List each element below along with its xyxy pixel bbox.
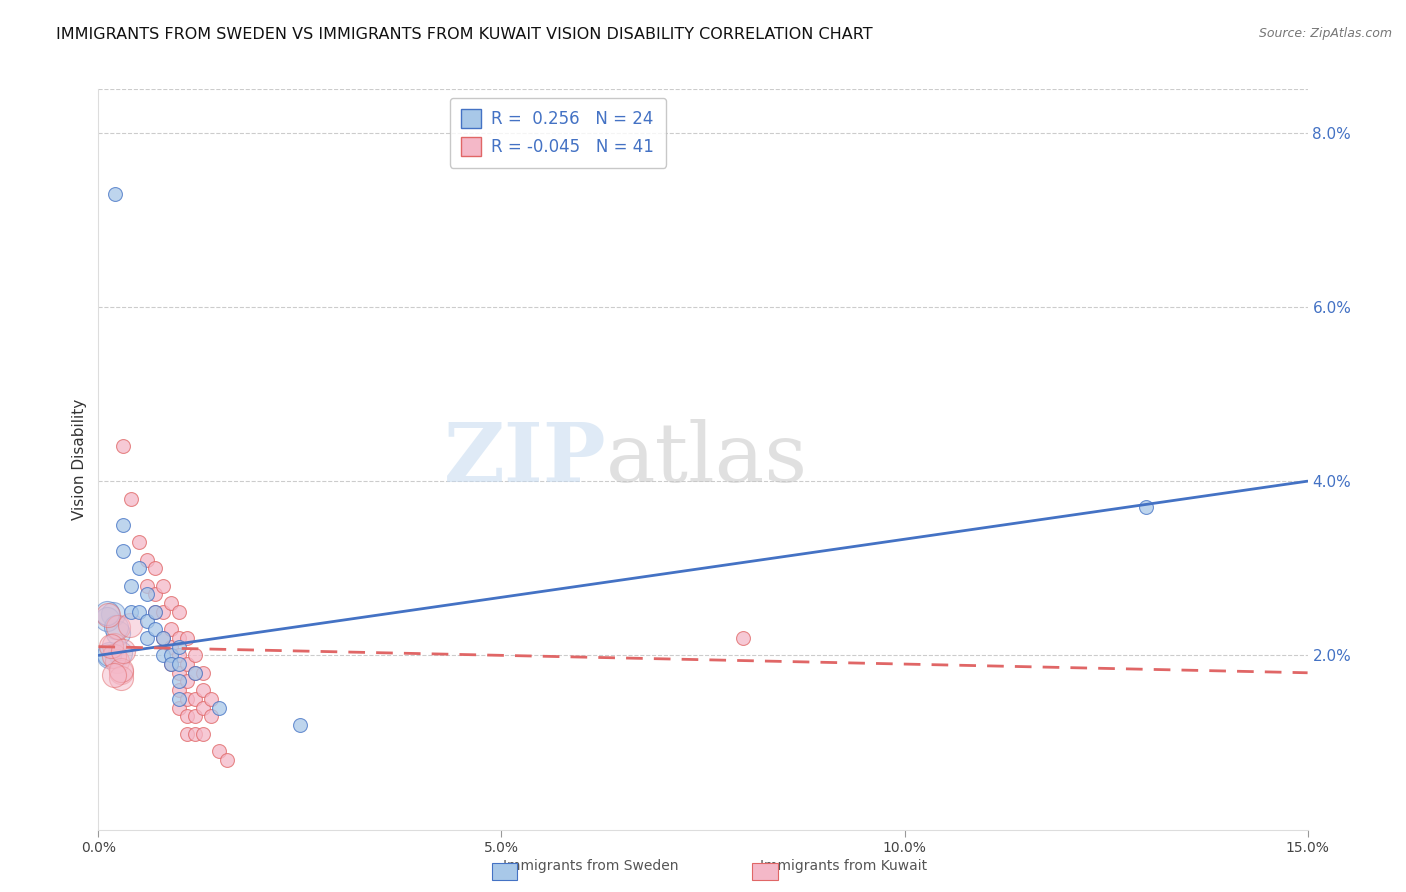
Point (176, 657, 198, 671)
Point (100, 639, 122, 653)
Point (288, 718, 311, 732)
Point (143, 587, 166, 601)
Point (96, 607, 118, 621)
Point (184, 665, 207, 680)
Point (143, 622, 166, 636)
Point (152, 648, 174, 663)
Point (167, 674, 190, 689)
Point (193, 683, 215, 698)
Legend: R =  0.256   N = 24, R = -0.045   N = 41: R = 0.256 N = 24, R = -0.045 N = 41 (450, 97, 666, 168)
Point (128, 535, 150, 549)
Point (101, 607, 124, 622)
Point (160, 640, 183, 654)
Y-axis label: Vision Disability: Vision Disability (72, 399, 87, 520)
Point (167, 657, 190, 671)
Point (167, 648, 190, 663)
Point (176, 709, 198, 723)
Point (96, 612, 118, 626)
Point (200, 692, 222, 706)
Point (135, 587, 157, 601)
Point (160, 622, 183, 636)
Point (107, 620, 129, 634)
Point (152, 605, 174, 619)
Point (167, 692, 190, 706)
Point (176, 727, 198, 741)
Point (103, 186, 125, 201)
Point (152, 579, 174, 593)
Point (184, 692, 207, 706)
Point (143, 605, 166, 619)
Point (135, 552, 157, 566)
Point (111, 544, 134, 558)
Point (103, 648, 125, 663)
Text: ZIP: ZIP (444, 419, 606, 500)
Text: IMMIGRANTS FROM SWEDEN VS IMMIGRANTS FROM KUWAIT VISION DISABILITY CORRELATION C: IMMIGRANTS FROM SWEDEN VS IMMIGRANTS FRO… (56, 27, 873, 42)
Point (152, 631, 174, 645)
Point (1135, 500, 1157, 515)
Point (217, 753, 239, 767)
Point (97, 608, 120, 623)
Point (184, 709, 207, 723)
Point (128, 561, 150, 575)
Point (200, 709, 222, 723)
Point (105, 620, 128, 634)
Text: Source: ZipAtlas.com: Source: ZipAtlas.com (1258, 27, 1392, 40)
Point (176, 631, 198, 645)
Point (111, 517, 134, 532)
Point (112, 644, 135, 658)
Point (160, 657, 183, 671)
Text: Immigrants from Sweden: Immigrants from Sweden (503, 859, 678, 872)
Point (184, 648, 207, 663)
Point (160, 657, 183, 671)
Point (160, 596, 183, 610)
Point (135, 631, 157, 645)
Point (110, 665, 132, 679)
Point (167, 665, 190, 680)
Point (110, 663, 132, 677)
Point (193, 665, 215, 680)
Point (167, 640, 190, 654)
Point (135, 614, 157, 628)
Point (111, 439, 134, 453)
Point (193, 700, 215, 714)
Point (105, 654, 128, 668)
Text: Immigrants from Kuwait: Immigrants from Kuwait (761, 859, 927, 872)
Point (208, 744, 231, 758)
Point (143, 561, 166, 575)
Point (167, 683, 190, 698)
Point (160, 648, 183, 663)
Point (167, 631, 190, 645)
Point (108, 646, 131, 660)
Point (103, 638, 125, 652)
Point (110, 671, 132, 685)
Point (120, 579, 142, 593)
Point (176, 692, 198, 706)
Point (120, 605, 142, 619)
Text: atlas: atlas (606, 419, 808, 500)
Point (120, 491, 142, 506)
Point (152, 631, 174, 645)
Point (103, 667, 125, 681)
Point (193, 727, 215, 741)
Point (184, 727, 207, 741)
Point (208, 700, 231, 714)
Point (733, 631, 755, 645)
Point (98, 648, 121, 663)
Point (107, 625, 129, 640)
Point (167, 700, 190, 714)
Point (128, 605, 150, 619)
Point (118, 618, 141, 632)
Point (143, 605, 166, 619)
Point (135, 579, 157, 593)
Point (98, 648, 121, 662)
Point (184, 665, 207, 680)
Point (167, 605, 190, 619)
Point (176, 674, 198, 689)
